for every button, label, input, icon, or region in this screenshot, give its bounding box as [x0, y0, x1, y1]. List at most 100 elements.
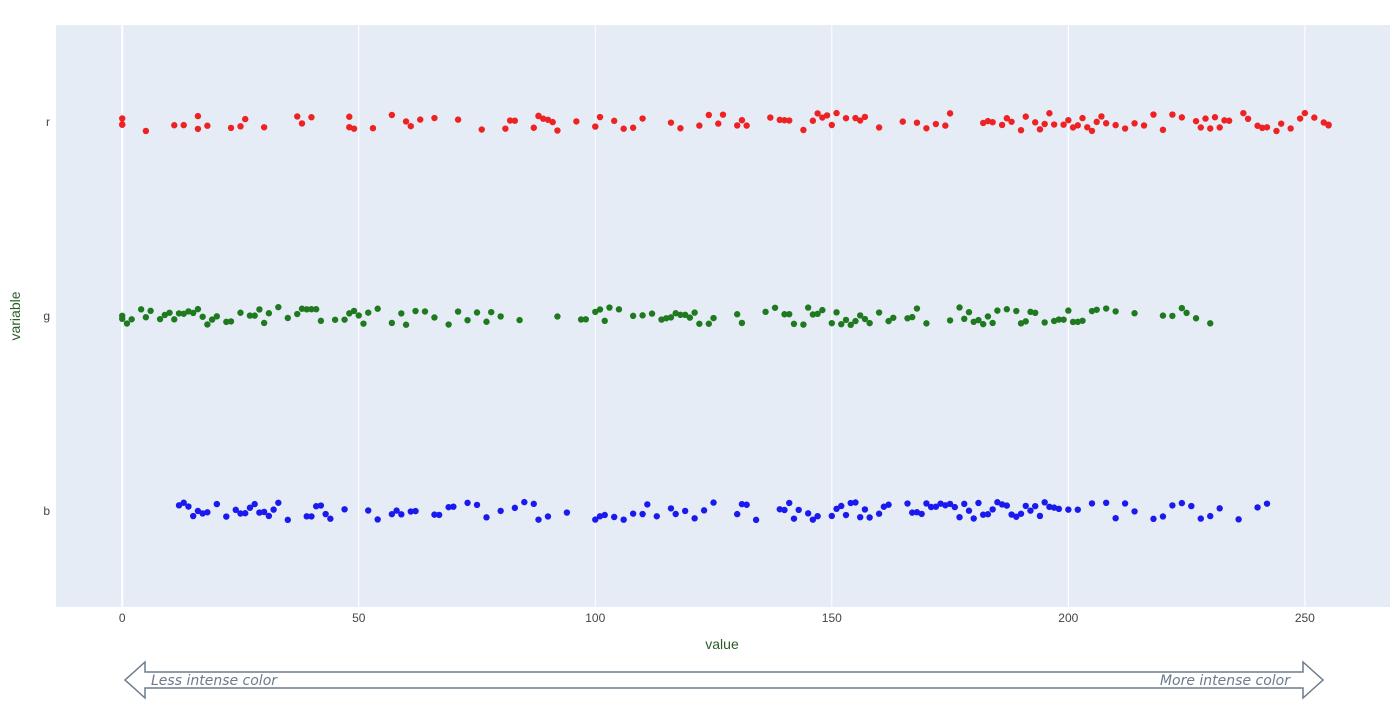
- point-b: [1235, 516, 1242, 523]
- point-g: [1192, 315, 1200, 322]
- point-r: [1244, 115, 1252, 123]
- point-r: [800, 126, 807, 134]
- point-r: [767, 114, 774, 121]
- point-r: [549, 118, 556, 126]
- point-b: [970, 515, 977, 522]
- point-r: [875, 124, 883, 131]
- point-r: [1259, 124, 1266, 132]
- point-b: [672, 510, 679, 518]
- point-g: [989, 319, 996, 327]
- point-b: [989, 506, 996, 513]
- point-b: [374, 516, 381, 523]
- point-g: [204, 321, 211, 328]
- point-g: [890, 314, 897, 321]
- point-g: [166, 309, 173, 316]
- point-g: [800, 321, 807, 328]
- point-g: [284, 314, 291, 322]
- point-r: [899, 118, 906, 125]
- point-r: [478, 126, 485, 133]
- point-r: [1046, 110, 1053, 117]
- point-b: [317, 502, 325, 509]
- point-b: [327, 515, 334, 522]
- point-b: [1254, 504, 1261, 511]
- y-tick-label: g: [43, 309, 50, 323]
- point-r: [596, 113, 604, 121]
- point-b: [1169, 502, 1176, 509]
- point-r: [1022, 113, 1029, 120]
- point-r: [942, 122, 949, 129]
- point-r: [1050, 121, 1058, 128]
- point-r: [1036, 126, 1044, 133]
- point-b: [284, 516, 291, 524]
- point-b: [1178, 499, 1186, 507]
- point-r: [913, 119, 921, 126]
- point-g: [738, 319, 746, 327]
- point-b: [435, 511, 443, 519]
- point-b: [932, 503, 940, 510]
- point-b: [308, 513, 315, 520]
- point-r: [1065, 116, 1072, 124]
- point-r: [1150, 111, 1157, 118]
- point-b: [1263, 500, 1271, 507]
- point-g: [762, 308, 769, 316]
- point-r: [842, 114, 850, 122]
- point-g: [582, 316, 590, 323]
- point-r: [1032, 119, 1039, 126]
- point-r: [1197, 124, 1204, 131]
- point-r: [1192, 117, 1200, 125]
- point-r: [1131, 120, 1138, 127]
- point-g: [790, 320, 798, 328]
- point-b: [691, 515, 698, 522]
- point-g: [1041, 319, 1048, 326]
- point-b: [927, 503, 935, 511]
- point-g: [696, 320, 703, 327]
- point-r: [431, 114, 438, 122]
- point-b: [961, 500, 968, 508]
- point-g: [842, 316, 850, 324]
- point-r: [554, 127, 561, 134]
- point-b: [667, 505, 675, 512]
- point-b: [752, 516, 760, 524]
- point-r: [1202, 115, 1209, 122]
- point-g: [223, 318, 230, 326]
- point-g: [606, 304, 613, 311]
- point-b: [781, 506, 788, 514]
- point-b: [814, 512, 821, 520]
- y-tick-label: b: [43, 504, 50, 518]
- point-g: [956, 304, 963, 311]
- point-r: [1008, 118, 1015, 125]
- point-r: [544, 116, 552, 123]
- point-r: [417, 116, 424, 123]
- point-r: [823, 112, 831, 119]
- point-g: [809, 311, 817, 318]
- point-g: [256, 306, 263, 313]
- point-r: [194, 125, 202, 133]
- point-g: [350, 307, 358, 315]
- point-g: [913, 305, 921, 312]
- point-g: [398, 310, 405, 317]
- point-g: [137, 306, 145, 313]
- point-b: [1121, 500, 1129, 507]
- point-g: [208, 316, 216, 323]
- point-r: [1301, 109, 1309, 117]
- point-g: [355, 312, 362, 319]
- point-g: [1079, 317, 1086, 324]
- x-tick-label: 250: [1295, 611, 1315, 625]
- point-r: [119, 121, 126, 128]
- point-g: [828, 319, 836, 327]
- point-g: [648, 310, 656, 317]
- point-g: [265, 310, 273, 317]
- point-b: [1088, 500, 1096, 507]
- point-r: [1112, 121, 1119, 129]
- point-r: [119, 115, 126, 122]
- point-b: [1055, 505, 1063, 513]
- point-g: [592, 308, 599, 316]
- point-g: [421, 308, 429, 315]
- point-g: [629, 312, 637, 320]
- point-r: [1088, 127, 1096, 135]
- point-g: [308, 305, 315, 313]
- point-r: [1178, 114, 1186, 121]
- point-b: [776, 506, 783, 513]
- point-b: [246, 504, 254, 511]
- point-b: [1112, 514, 1119, 522]
